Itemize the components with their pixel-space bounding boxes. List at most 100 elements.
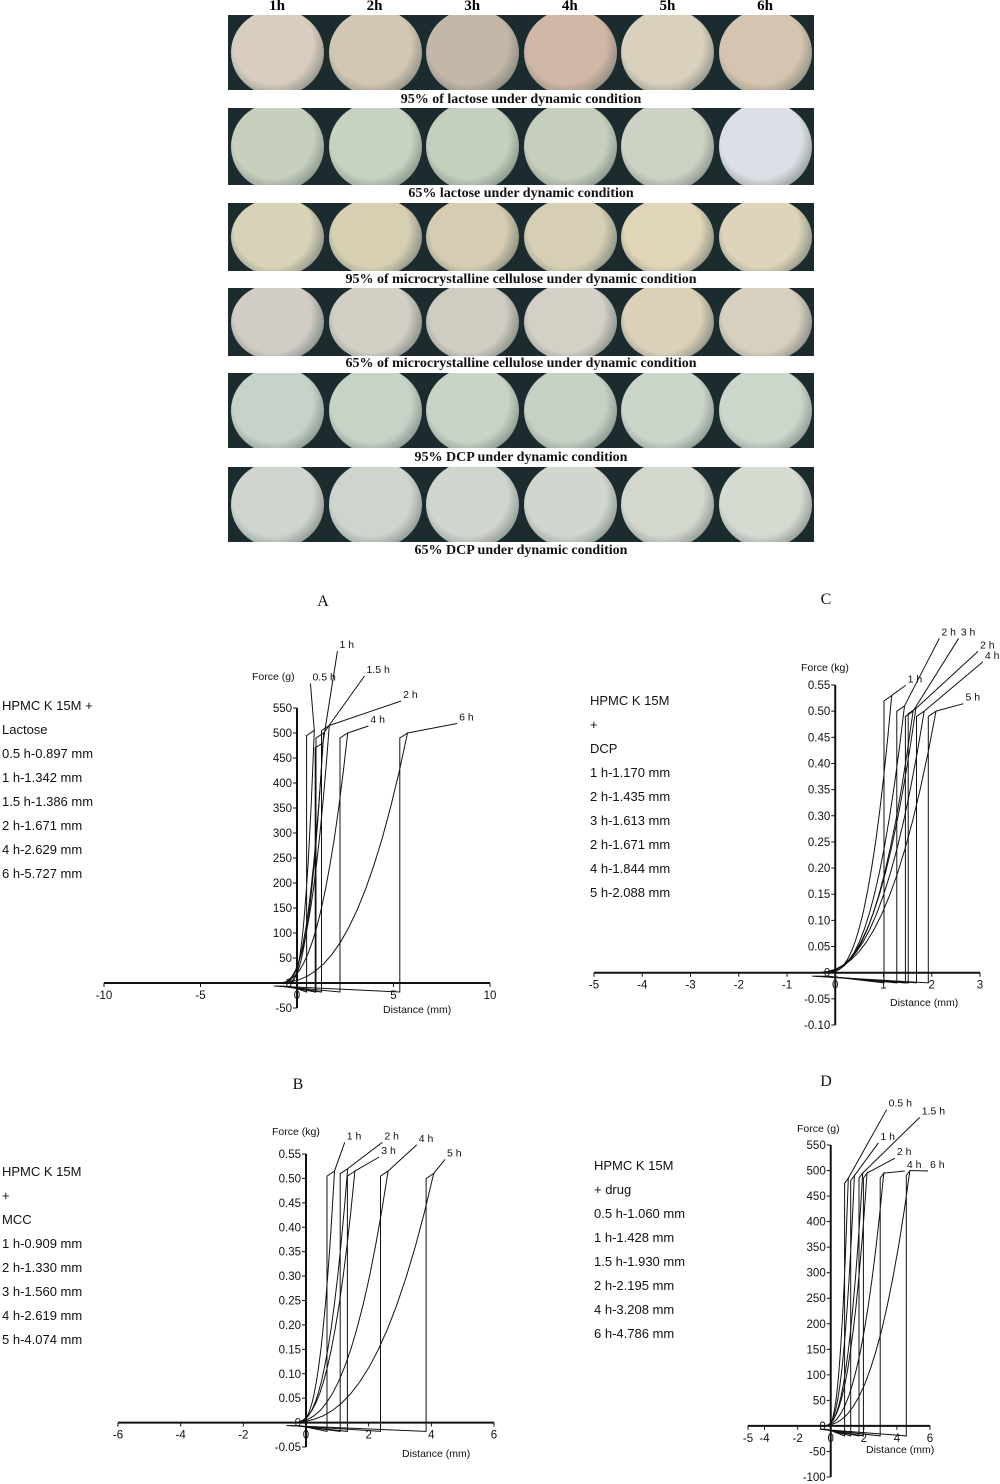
y-tick-label: 150 bbox=[807, 1344, 826, 1356]
time-header-1h: 1h bbox=[269, 0, 285, 14]
tablet-disc bbox=[719, 467, 812, 542]
time-header-3h: 3h bbox=[464, 0, 481, 14]
y-tick-label: 200 bbox=[273, 878, 292, 890]
tablet-photo bbox=[522, 467, 619, 542]
tablet-disc bbox=[426, 108, 520, 185]
series-label: 1.5 h bbox=[366, 664, 390, 676]
y-tick-label: -50 bbox=[275, 1003, 292, 1015]
photo-grid: 1h 2h 3h 4h 5h 6h 95% of lactose under dynamic… bbox=[228, 0, 814, 565]
series-line bbox=[292, 1170, 356, 1432]
x-tick-label: 2 bbox=[929, 980, 935, 992]
tablet-disc bbox=[426, 15, 520, 90]
y-tick-label: 0 bbox=[819, 1421, 825, 1433]
tablet-disc bbox=[328, 467, 422, 542]
info-line: Lactose bbox=[2, 722, 48, 737]
tablet-disc bbox=[231, 467, 324, 542]
panel-letter: D bbox=[820, 1073, 832, 1090]
time-header-5h: 5h bbox=[659, 0, 676, 14]
y-tick-label: 450 bbox=[807, 1191, 826, 1203]
tablet-disc bbox=[523, 467, 617, 542]
x-tick-label: 2 bbox=[861, 1433, 867, 1445]
y-tick-label: -0.05 bbox=[275, 1442, 301, 1454]
y-tick-label: 0.45 bbox=[808, 732, 830, 744]
y-tick-label: 100 bbox=[807, 1370, 826, 1382]
y-tick-label: 550 bbox=[273, 703, 292, 715]
y-tick-label: 200 bbox=[807, 1319, 826, 1331]
y-tick-label: 0 bbox=[824, 968, 830, 980]
y-tick-label: 350 bbox=[807, 1242, 826, 1254]
tablet-photo bbox=[229, 203, 326, 271]
info-line: 4 h-2.629 mm bbox=[2, 842, 82, 857]
series-leader-line bbox=[387, 1144, 418, 1172]
series-label: 6 h bbox=[930, 1159, 945, 1171]
tablet-disc bbox=[621, 15, 715, 90]
tablet-photo bbox=[522, 108, 619, 185]
y-tick-label: 0.40 bbox=[808, 758, 830, 770]
series-label: 2 h bbox=[941, 626, 956, 638]
info-line: HPMC K 15M + bbox=[2, 698, 93, 713]
y-tick-label: 0.50 bbox=[808, 706, 830, 718]
series-label: 1 h bbox=[908, 673, 923, 685]
x-tick-label: -4 bbox=[759, 1433, 770, 1445]
x-tick-label: 0 bbox=[828, 1433, 834, 1445]
chart-panel-d: D HPMC K 15M + drug 0.5 h-1.060 mm 1 h-1.428… bbox=[594, 1073, 945, 1484]
series-leader-line bbox=[322, 650, 338, 744]
tablet-disc bbox=[231, 373, 324, 448]
y-tick-label: 0.05 bbox=[279, 1393, 301, 1405]
y-tick-label: -50 bbox=[809, 1446, 826, 1458]
series-leader-line bbox=[891, 684, 906, 696]
info-line: 0.5 h-0.897 mm bbox=[2, 746, 93, 761]
series-label: 0.5 h bbox=[889, 1098, 913, 1110]
series-label: 2 h bbox=[980, 639, 995, 651]
y-tick-label: 0.10 bbox=[808, 915, 830, 927]
x-tick-label: -5 bbox=[743, 1433, 753, 1445]
tablet-photo bbox=[717, 373, 814, 448]
info-line: 2 h-1.435 mm bbox=[590, 789, 670, 804]
tablet-photo bbox=[424, 108, 521, 185]
panel-letter: B bbox=[293, 1076, 304, 1093]
tablet-disc bbox=[328, 373, 422, 448]
info-line: 1 h-1.342 mm bbox=[2, 770, 82, 785]
y-tick-label: 0.50 bbox=[279, 1173, 301, 1185]
tablet-photo bbox=[717, 288, 814, 356]
tablet-disc bbox=[719, 108, 812, 185]
info-line: 4 h-1.844 mm bbox=[590, 861, 670, 876]
series-leader-line bbox=[847, 1109, 888, 1179]
y-tick-label: 0.20 bbox=[808, 863, 830, 875]
series-line bbox=[822, 1171, 868, 1437]
time-header-6h: 6h bbox=[757, 0, 773, 14]
photo-row bbox=[228, 467, 814, 542]
tablet-photo bbox=[327, 288, 424, 356]
y-tick-label: 50 bbox=[813, 1395, 826, 1407]
info-line: 3 h-1.613 mm bbox=[590, 813, 670, 828]
series-line bbox=[279, 724, 330, 993]
x-tick-label: -2 bbox=[238, 1430, 248, 1442]
info-line: 1.5 h-1.386 mm bbox=[2, 794, 93, 809]
tablet-disc bbox=[621, 203, 715, 271]
x-tick-label: 2 bbox=[365, 1430, 371, 1442]
info-line: HPMC K 15M bbox=[590, 693, 669, 708]
y-tick-label: 0.15 bbox=[808, 889, 830, 901]
tablet-photo bbox=[424, 203, 521, 271]
tablet-photo bbox=[424, 373, 521, 448]
tablet-photo bbox=[229, 373, 326, 448]
info-line: MCC bbox=[2, 1212, 32, 1227]
series-leader-line bbox=[323, 675, 365, 734]
info-line: 1.5 h-1.930 mm bbox=[594, 1254, 685, 1269]
y-tick-label: -0.05 bbox=[804, 994, 830, 1006]
tablet-disc bbox=[231, 15, 324, 90]
tablet-photo bbox=[522, 373, 619, 448]
y-tick-label: 0.30 bbox=[279, 1271, 301, 1283]
series-leader-line bbox=[866, 1157, 896, 1174]
tablet-disc bbox=[328, 288, 422, 356]
photo-row-caption: 95% of lactose under dynamic condition bbox=[400, 92, 642, 107]
series-line bbox=[819, 1170, 911, 1437]
panel-letter: C bbox=[821, 591, 832, 608]
y-tick-label: 500 bbox=[273, 728, 292, 740]
tablet-disc bbox=[426, 467, 520, 542]
series-label: 4 h bbox=[985, 650, 1000, 662]
y-tick-label: 0.05 bbox=[808, 942, 830, 954]
series-line bbox=[827, 694, 893, 984]
series-label: 6 h bbox=[459, 712, 474, 724]
series-line bbox=[273, 731, 409, 993]
